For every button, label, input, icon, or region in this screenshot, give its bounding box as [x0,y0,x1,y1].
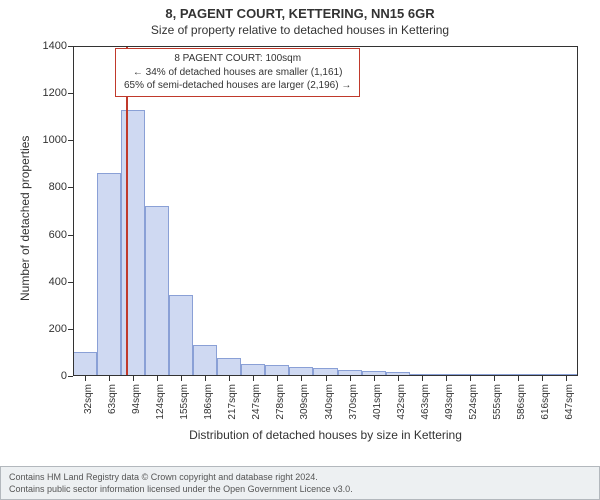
x-tick-mark [494,376,495,381]
x-tick-label: 586sqm [516,384,527,428]
y-tick-label: 800 [33,181,67,193]
y-axis-label: Number of detached properties [18,136,32,301]
x-tick-label: 493sqm [444,384,455,428]
x-tick-label: 524sqm [468,384,479,428]
x-tick-label: 309sqm [299,384,310,428]
y-tick-mark [68,329,73,330]
x-tick-label: 432sqm [396,384,407,428]
x-tick-label: 63sqm [107,384,118,428]
x-tick-mark [446,376,447,381]
y-tick-mark [68,46,73,47]
histogram-bar [169,295,193,376]
x-tick-label: 278sqm [275,384,286,428]
chart-container: 8, PAGENT COURT, KETTERING, NN15 6GR Siz… [0,0,600,500]
y-tick-label: 0 [33,370,67,382]
histogram-bar [313,368,337,376]
y-tick-mark [68,235,73,236]
x-tick-label: 340sqm [324,384,335,428]
y-tick-label: 1400 [33,40,67,52]
x-tick-mark [181,376,182,381]
x-tick-label: 32sqm [83,384,94,428]
x-tick-mark [518,376,519,381]
x-tick-label: 647sqm [564,384,575,428]
histogram-bar [289,367,313,376]
histogram-bar [121,110,145,376]
chart-subtitle: Size of property relative to detached ho… [0,21,600,41]
y-tick-label: 1200 [33,87,67,99]
x-tick-label: 94sqm [131,384,142,428]
x-tick-mark [205,376,206,381]
x-tick-label: 401sqm [372,384,383,428]
x-tick-mark [350,376,351,381]
histogram-bar [73,352,97,376]
footer-line-2: Contains public sector information licen… [9,483,591,495]
x-tick-mark [566,376,567,381]
histogram-bar [217,358,241,376]
y-tick-mark [68,93,73,94]
y-tick-mark [68,140,73,141]
x-tick-label: 370sqm [348,384,359,428]
histogram-bar [145,206,169,376]
y-tick-mark [68,376,73,377]
x-tick-mark [229,376,230,381]
x-tick-label: 186sqm [203,384,214,428]
x-axis-label: Distribution of detached houses by size … [73,428,578,442]
histogram-bar [265,365,289,376]
histogram-bar [97,173,121,376]
x-tick-mark [542,376,543,381]
x-tick-label: 616sqm [540,384,551,428]
info-box-line-1: 8 PAGENT COURT: 100sqm [124,52,351,66]
footer-line-1: Contains HM Land Registry data © Crown c… [9,471,591,483]
x-tick-label: 247sqm [251,384,262,428]
y-tick-label: 400 [33,276,67,288]
x-tick-mark [422,376,423,381]
y-tick-label: 600 [33,229,67,241]
x-tick-label: 155sqm [179,384,190,428]
x-tick-mark [301,376,302,381]
x-tick-mark [157,376,158,381]
x-tick-mark [470,376,471,381]
x-tick-label: 463sqm [420,384,431,428]
x-tick-mark [398,376,399,381]
x-tick-mark [253,376,254,381]
x-tick-label: 217sqm [227,384,238,428]
x-tick-mark [326,376,327,381]
y-tick-mark [68,282,73,283]
x-tick-mark [374,376,375,381]
y-tick-mark [68,187,73,188]
info-box-line-3: 65% of semi-detached houses are larger (… [124,79,351,93]
x-tick-label: 555sqm [492,384,503,428]
x-tick-mark [109,376,110,381]
y-tick-label: 1000 [33,134,67,146]
histogram-bar [193,345,217,376]
y-tick-label: 200 [33,323,67,335]
footer: Contains HM Land Registry data © Crown c… [0,466,600,500]
chart-title: 8, PAGENT COURT, KETTERING, NN15 6GR [0,0,600,21]
x-tick-label: 124sqm [155,384,166,428]
histogram-bar [241,364,265,376]
x-tick-mark [85,376,86,381]
info-box: 8 PAGENT COURT: 100sqm ← 34% of detached… [115,48,360,97]
x-tick-mark [277,376,278,381]
info-box-line-2: ← 34% of detached houses are smaller (1,… [124,66,351,80]
x-tick-mark [133,376,134,381]
